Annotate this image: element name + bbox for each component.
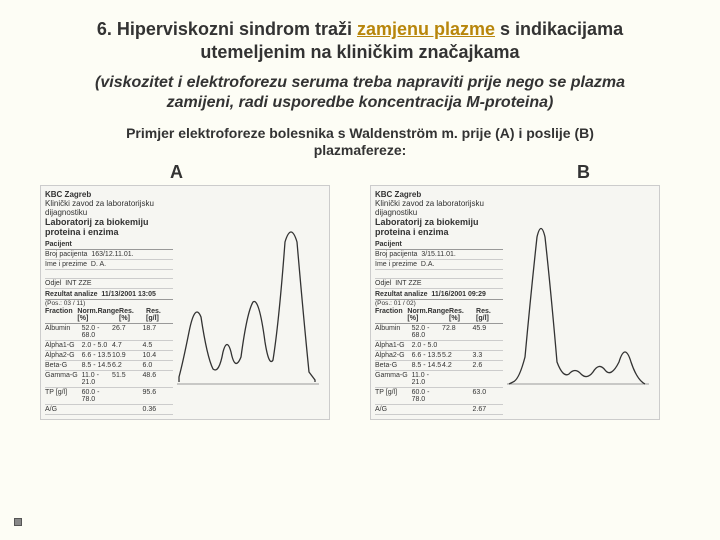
title-pre: 6. Hiperviskozni sindrom traži bbox=[97, 19, 357, 39]
panels-row: KBC Zagreb Klinički zavod za laboratorij… bbox=[0, 183, 720, 420]
hospital: KBC Zagreb bbox=[45, 190, 173, 199]
table-row: Gamma-G11.0 - 21.0 bbox=[375, 371, 503, 388]
corner-decoration bbox=[14, 518, 22, 526]
slide-caption: Primjer elektroforeze bolesnika s Walden… bbox=[0, 119, 720, 163]
hospital: KBC Zagreb bbox=[375, 190, 503, 199]
dept: Klinički zavod za laboratorijsku dijagno… bbox=[375, 199, 503, 217]
report-b-table: KBC Zagreb Klinički zavod za laboratorij… bbox=[375, 190, 503, 415]
report-a-chart bbox=[173, 190, 325, 415]
dept: Klinički zavod za laboratorijsku dijagno… bbox=[45, 199, 173, 217]
table-row: Albumin52.0 - 68.026.718.7 bbox=[45, 324, 173, 341]
electrophoresis-curve-a bbox=[173, 212, 323, 402]
report-panel-b: KBC Zagreb Klinički zavod za laboratorij… bbox=[370, 185, 660, 420]
label-b: B bbox=[577, 162, 590, 183]
slide-subtitle: (viskozitet i elektroforezu seruma treba… bbox=[0, 73, 720, 119]
title-underline: zamjenu plazme bbox=[357, 19, 495, 39]
lab: Laboratorij za biokemiju proteina i enzi… bbox=[45, 217, 173, 237]
electrophoresis-curve-b bbox=[503, 212, 653, 402]
report-b-chart bbox=[503, 190, 655, 415]
table-row: Beta-G8.5 - 14.56.26.0 bbox=[45, 361, 173, 371]
patient-header: Pacijent bbox=[45, 241, 173, 250]
report-panel-a: KBC Zagreb Klinički zavod za laboratorij… bbox=[40, 185, 330, 420]
table-row: Alpha2-G6.6 - 13.510.910.4 bbox=[45, 351, 173, 361]
slide-title: 6. Hiperviskozni sindrom traži zamjenu p… bbox=[0, 0, 720, 73]
table-row: Alpha2-G6.6 - 13.55.23.3 bbox=[375, 351, 503, 361]
table-row: Beta-G8.5 - 14.54.22.6 bbox=[375, 361, 503, 371]
table-row: Gamma-G11.0 - 21.051.548.6 bbox=[45, 371, 173, 388]
patient-header: Pacijent bbox=[375, 241, 503, 250]
panel-labels: A B bbox=[0, 162, 720, 183]
table-row: Alpha1-G2.0 - 5.04.74.5 bbox=[45, 341, 173, 351]
table-row: Alpha1-G2.0 - 5.0 bbox=[375, 341, 503, 351]
label-a: A bbox=[170, 162, 183, 183]
table-row: Albumin52.0 - 68.072.845.9 bbox=[375, 324, 503, 341]
report-a-table: KBC Zagreb Klinički zavod za laboratorij… bbox=[45, 190, 173, 415]
lab: Laboratorij za biokemiju proteina i enzi… bbox=[375, 217, 503, 237]
